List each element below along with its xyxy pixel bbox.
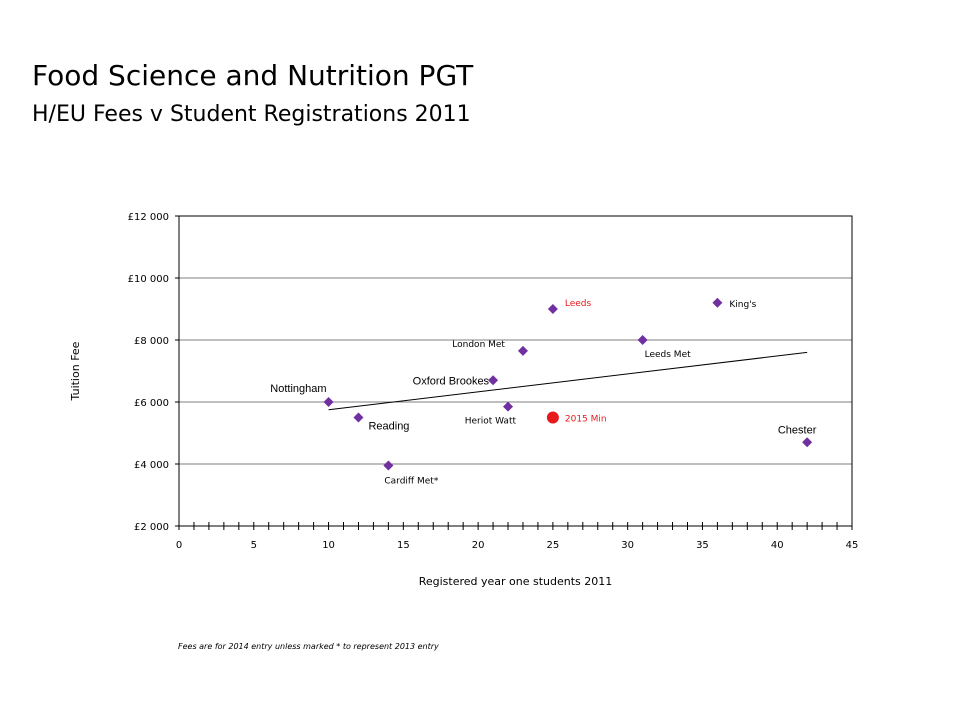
x-tick-label: 40 <box>771 540 784 551</box>
data-point-marker <box>383 460 394 471</box>
slide-subtitle: H/EU Fees v Student Registrations 2011 <box>32 102 471 127</box>
trendline <box>328 351 808 411</box>
data-point-marker <box>637 335 648 345</box>
data-point-marker <box>517 345 528 356</box>
data-point-label: Cardiff Met* <box>384 477 438 487</box>
data-point-label: Nottingham <box>270 383 326 395</box>
data-point-label: King's <box>729 300 756 310</box>
data-point-marker <box>353 412 364 423</box>
x-tick-label: 25 <box>547 540 560 551</box>
y-tick-label: £4 000 <box>134 460 169 471</box>
data-point-label: Leeds <box>565 299 592 309</box>
data-point-label: Reading <box>368 421 409 433</box>
data-point-label: Chester <box>778 424 817 436</box>
data-point-marker <box>323 397 334 407</box>
y-tick-label: £6 000 <box>134 398 169 409</box>
highlight-point-label: 2015 Min <box>565 415 607 425</box>
x-tick-label: 10 <box>322 540 335 551</box>
x-axis-title: Registered year one students 2011 <box>419 575 613 588</box>
data-point-marker <box>488 375 499 386</box>
plot-area-border <box>178 215 853 527</box>
data-point-label: Oxford Brookes <box>413 375 490 387</box>
data-point-label: Leeds Met <box>645 350 691 360</box>
data-point-marker <box>503 401 514 412</box>
data-point-marker <box>547 304 558 314</box>
data-point-label: Heriot Watt <box>465 417 517 427</box>
highlight-point-marker <box>546 411 559 424</box>
footnote: Fees are for 2014 entry unless marked * … <box>178 642 439 651</box>
x-tick-label: 5 <box>251 540 257 551</box>
x-tick-label: 30 <box>621 540 634 551</box>
y-axis-title: Tuition Fee <box>69 341 82 401</box>
y-tick-label: £10 000 <box>128 274 169 285</box>
data-point-marker <box>802 437 813 448</box>
data-point-marker <box>712 297 723 308</box>
x-tick-label: 0 <box>176 540 182 551</box>
y-tick-label: £8 000 <box>134 336 169 347</box>
x-tick-label: 35 <box>696 540 709 551</box>
x-tick-label: 45 <box>846 540 859 551</box>
data-point-label: London Met <box>452 340 505 350</box>
x-tick-label: 20 <box>472 540 485 551</box>
slide-title: Food Science and Nutrition PGT <box>32 59 474 92</box>
y-tick-label: £12 000 <box>128 212 169 223</box>
y-tick-label: £2 000 <box>134 522 169 533</box>
x-tick-label: 15 <box>397 540 410 551</box>
